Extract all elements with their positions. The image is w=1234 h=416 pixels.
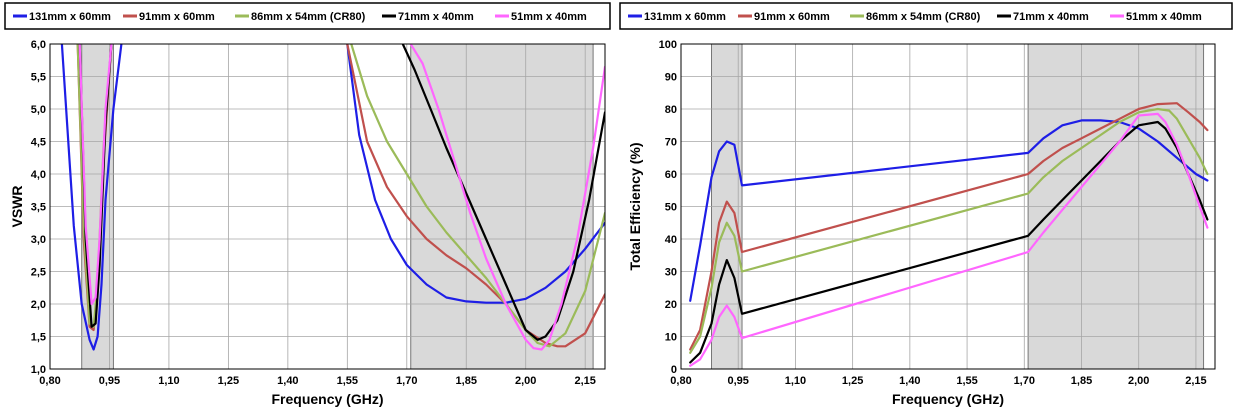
x-tick-label: 0,80: [39, 375, 60, 387]
x-tick-label: 0,95: [728, 375, 749, 387]
y-tick-label: 70: [665, 137, 677, 149]
legend-label: 71mm x 40mm: [1013, 11, 1089, 23]
x-tick-label: 1,40: [277, 375, 298, 387]
legend-item: 71mm x 40mm: [997, 11, 1089, 23]
x-tick-label: 2,15: [1185, 375, 1206, 387]
series-line-131mm-x-60mm: [346, 44, 605, 304]
legend-item: 71mm x 40mm: [382, 11, 474, 23]
series-line-51mm-x-40mm: [78, 44, 113, 306]
x-tick-label: 0,95: [99, 375, 120, 387]
x-tick-label: 1,85: [456, 375, 477, 387]
x-tick-label: 1,85: [1071, 375, 1092, 387]
legend-item: 131mm x 60mm: [628, 11, 726, 23]
y-axis-title: VSWR: [9, 186, 25, 228]
x-tick-label: 2,00: [1128, 375, 1149, 387]
y-tick-label: 2,0: [31, 299, 46, 311]
series-line-86mm-x-54mm-cr80-: [689, 107, 1209, 354]
y-tick-label: 3,5: [31, 202, 46, 214]
legend-label: 91mm x 60mm: [139, 11, 215, 23]
x-tick-label: 1,70: [1014, 375, 1035, 387]
series-group: [689, 102, 1209, 367]
y-axis-title: Total Efficiency (%): [627, 142, 643, 270]
y-tick-label: 0: [671, 364, 677, 376]
x-tick-label: 0,80: [670, 375, 691, 387]
x-tick-label: 1,25: [218, 375, 239, 387]
legend-item: 91mm x 60mm: [738, 11, 830, 23]
x-tick-label: 1,70: [396, 375, 417, 387]
x-tick-label: 1,55: [337, 375, 358, 387]
legend-item: 51mm x 40mm: [1110, 11, 1202, 23]
efficiency-chart: 131mm x 60mm 91mm x 60mm 86mm x 54mm (CR80…: [619, 2, 1233, 407]
legend-label: 86mm x 54mm (CR80): [866, 11, 981, 23]
x-tick-label: 1,25: [842, 375, 863, 387]
legend-label: 51mm x 40mm: [1126, 11, 1202, 23]
legend-item: 86mm x 54mm (CR80): [850, 11, 981, 23]
x-axis-title: Frequency (GHz): [271, 391, 383, 407]
series-line-51mm-x-40mm: [689, 112, 1209, 367]
series-line-131mm-x-60mm: [60, 44, 123, 351]
legend-label: 86mm x 54mm (CR80): [251, 11, 366, 23]
y-tick-label: 90: [665, 72, 677, 84]
plot-border: [680, 43, 1216, 370]
legend-item: 131mm x 60mm: [13, 11, 111, 23]
y-tick-label: 6,0: [31, 39, 46, 51]
y-tick-label: 100: [659, 39, 677, 51]
y-tick-label: 5,0: [31, 104, 46, 116]
y-tick-label: 2,5: [31, 267, 46, 279]
series-group: [60, 44, 605, 351]
series-line-91mm-x-60mm: [689, 102, 1209, 351]
series-line-131mm-x-60mm: [689, 119, 1209, 302]
y-tick-label: 10: [665, 332, 677, 344]
legend-label: 91mm x 60mm: [754, 11, 830, 23]
series-line-91mm-x-60mm: [346, 44, 605, 348]
efficiency-chart-panel: 131mm x 60mm 91mm x 60mm 86mm x 54mm (CR80…: [618, 0, 1234, 416]
series-line-71mm-x-40mm: [689, 120, 1209, 364]
y-tick-label: 3,0: [31, 234, 46, 246]
legend-label: 51mm x 40mm: [511, 11, 587, 23]
y-tick-label: 80: [665, 104, 677, 116]
y-tick-label: 1,5: [31, 332, 46, 344]
y-tick-label: 40: [665, 234, 677, 246]
series-line-71mm-x-40mm: [401, 44, 605, 341]
legend: 131mm x 60mm 91mm x 60mm 86mm x 54mm (CR80…: [619, 2, 1233, 30]
y-tick-label: 4,5: [31, 137, 46, 149]
y-tick-label: 1,0: [31, 364, 46, 376]
vswr-chart: 131mm x 60mm 91mm x 60mm 86mm x 54mm (CR80…: [4, 2, 611, 407]
plot-border: [49, 43, 606, 370]
y-tick-label: 50: [665, 202, 677, 214]
x-tick-label: 1,10: [785, 375, 806, 387]
legend-item: 91mm x 60mm: [123, 11, 215, 23]
y-tick-label: 20: [665, 299, 677, 311]
x-tick-label: 1,10: [158, 375, 179, 387]
y-tick-label: 60: [665, 169, 677, 181]
legend-item: 86mm x 54mm (CR80): [235, 11, 366, 23]
y-tick-label: 30: [665, 267, 677, 279]
legend-label: 131mm x 60mm: [644, 11, 726, 23]
x-tick-label: 1,40: [899, 375, 920, 387]
vswr-chart-panel: 131mm x 60mm 91mm x 60mm 86mm x 54mm (CR80…: [0, 0, 616, 416]
x-tick-label: 2,15: [574, 375, 595, 387]
x-tick-label: 2,00: [515, 375, 536, 387]
legend-item: 51mm x 40mm: [495, 11, 587, 23]
x-axis-title: Frequency (GHz): [892, 391, 1004, 407]
y-tick-label: 4,0: [31, 169, 46, 181]
x-tick-label: 1,55: [956, 375, 977, 387]
legend-label: 131mm x 60mm: [29, 11, 111, 23]
series-line-51mm-x-40mm: [409, 44, 605, 351]
legend-box: [4, 2, 611, 30]
legend: 131mm x 60mm 91mm x 60mm 86mm x 54mm (CR80…: [4, 2, 611, 30]
series-line-86mm-x-54mm-cr80-: [350, 44, 605, 348]
legend-label: 71mm x 40mm: [398, 11, 474, 23]
legend-box: [619, 2, 1233, 30]
y-tick-label: 5,5: [31, 72, 46, 84]
